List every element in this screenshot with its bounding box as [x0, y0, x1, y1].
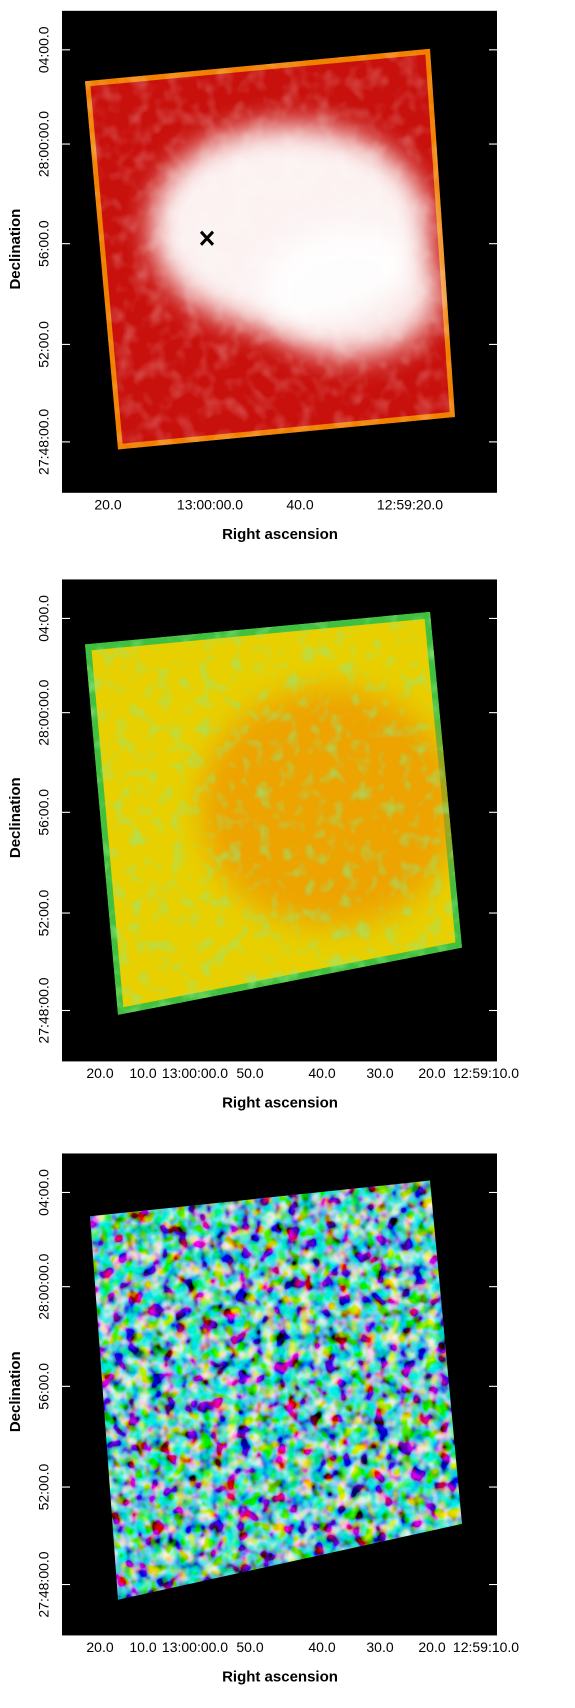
- x-axis-title: Right ascension: [222, 526, 338, 543]
- texture: [85, 48, 455, 450]
- y-tick-label: 28:00:00.0: [36, 1253, 52, 1319]
- y-tick-label: 28:00:00.0: [36, 111, 52, 177]
- x-tick-label: 13:00:00.0: [162, 1639, 228, 1655]
- y-tick-label: 56:00.0: [36, 220, 52, 267]
- x-tick-label: 40.0: [308, 1639, 335, 1655]
- y-axis-title: Declination: [7, 777, 24, 858]
- y-tick-label: 27:48:00.0: [36, 1551, 52, 1617]
- x-tick-label: 12:59:20.0: [377, 496, 443, 512]
- x-tick-label: 50.0: [236, 1639, 263, 1655]
- y-tick-label: 28:00:00.0: [36, 679, 52, 745]
- y-tick-label: 52:00.0: [36, 321, 52, 368]
- x-tick-label: 40.0: [286, 496, 313, 512]
- x-tick-label: 10.0: [129, 1065, 156, 1081]
- image-content: [85, 48, 455, 450]
- y-tick-label: 04:00.0: [36, 26, 52, 73]
- texture: [90, 1180, 462, 1600]
- y-tick-label: 52:00.0: [36, 889, 52, 936]
- x-axis-title: Right ascension: [222, 1095, 338, 1112]
- x-tick-label: 50.0: [236, 1065, 263, 1081]
- image-panel: [62, 1153, 497, 1636]
- image-content: [90, 1180, 462, 1600]
- x-tick-label: 13:00:00.0: [177, 496, 243, 512]
- x-tick-label: 20.0: [418, 1065, 445, 1081]
- y-tick-label: 27:48:00.0: [36, 409, 52, 475]
- marker-cross: [199, 230, 215, 246]
- y-axis-title: Declination: [7, 209, 24, 290]
- y-tick-label: 04:00.0: [36, 595, 52, 642]
- texture: [85, 611, 462, 1015]
- x-tick-label: 20.0: [86, 1065, 113, 1081]
- x-tick-label: 13:00:00.0: [162, 1065, 228, 1081]
- x-tick-label: 20.0: [418, 1639, 445, 1655]
- y-tick-label: 04:00.0: [36, 1169, 52, 1216]
- image-panel: [62, 10, 497, 493]
- y-tick-label: 27:48:00.0: [36, 977, 52, 1043]
- x-tick-label: 10.0: [129, 1639, 156, 1655]
- x-tick-label: 12:59:10.0: [453, 1639, 519, 1655]
- x-axis-title: Right ascension: [222, 1669, 338, 1686]
- y-tick-label: 56:00.0: [36, 1363, 52, 1410]
- y-tick-label: 52:00.0: [36, 1463, 52, 1510]
- x-tick-label: 30.0: [366, 1065, 393, 1081]
- x-tick-label: 20.0: [86, 1639, 113, 1655]
- image-panel: [62, 579, 497, 1062]
- y-tick-label: 56:00.0: [36, 789, 52, 836]
- y-axis-title: Declination: [7, 1351, 24, 1432]
- x-tick-label: 12:59:10.0: [453, 1065, 519, 1081]
- x-tick-label: 40.0: [308, 1065, 335, 1081]
- x-tick-label: 20.0: [94, 496, 121, 512]
- image-content: [85, 611, 462, 1015]
- x-tick-label: 30.0: [366, 1639, 393, 1655]
